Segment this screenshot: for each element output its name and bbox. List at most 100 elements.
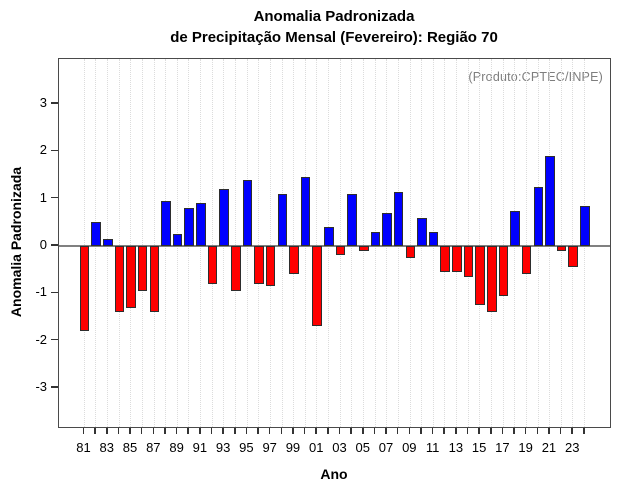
x-axis-tick <box>280 428 283 434</box>
bar <box>393 191 404 246</box>
x-axis-tick-label: 09 <box>402 440 417 455</box>
gridline <box>130 59 132 427</box>
x-axis-tick <box>222 428 224 434</box>
x-axis-tick-label: 21 <box>541 440 557 455</box>
x-axis-tick <box>431 428 434 434</box>
bar <box>289 246 299 275</box>
x-axis-tick <box>478 428 480 434</box>
gridline <box>525 59 527 427</box>
bar <box>91 222 101 246</box>
zero-line <box>59 245 610 247</box>
x-axis-tick-label: 03 <box>332 440 347 455</box>
x-axis-tick <box>152 428 155 434</box>
x-axis-tick-label: 89 <box>169 440 184 455</box>
gridline <box>269 59 271 427</box>
x-axis-tick <box>373 428 376 434</box>
gridline <box>153 59 155 427</box>
x-axis-tick <box>385 428 387 434</box>
x-axis-tick-label: 19 <box>518 440 533 455</box>
y-axis-tick <box>51 196 58 199</box>
chart-title-line1: Anomalia Padronizada <box>253 8 415 25</box>
bar <box>312 246 322 327</box>
x-axis-tick <box>548 428 550 434</box>
bar <box>161 201 171 246</box>
gridline <box>363 59 364 427</box>
x-axis-tick-label: 91 <box>192 440 208 455</box>
x-axis-tick-label: 93 <box>215 440 231 455</box>
bar <box>475 246 485 306</box>
bar <box>580 205 590 246</box>
x-axis-tick <box>443 428 445 434</box>
y-axis-tick <box>51 149 58 152</box>
y-axis-tick-label: -2 <box>35 331 47 347</box>
bar <box>103 238 113 246</box>
x-axis-tick <box>106 428 108 434</box>
bar <box>196 203 206 246</box>
x-axis-tick-label: 11 <box>425 440 440 455</box>
bar <box>114 246 125 313</box>
gridline <box>118 59 120 427</box>
x-axis-tick <box>408 428 411 434</box>
x-axis-tick-label: 87 <box>146 440 161 455</box>
bar <box>231 246 241 291</box>
y-axis-tick-label: 1 <box>39 189 47 205</box>
gridline <box>211 59 213 427</box>
x-axis-tick-label: 97 <box>262 440 277 455</box>
chart-title-line2: de Precipitação Mensal (Fevereiro): Regi… <box>170 29 498 46</box>
x-axis-tick <box>164 428 166 434</box>
x-axis-tick-label: 07 <box>378 440 394 455</box>
x-axis-tick <box>362 428 364 434</box>
x-axis-tick <box>466 428 469 434</box>
x-axis-tick <box>303 428 306 434</box>
bar <box>510 210 520 246</box>
gridline <box>339 59 341 427</box>
x-axis-tick <box>315 428 317 434</box>
y-axis-tick <box>51 102 58 104</box>
y-axis-tick <box>51 244 58 246</box>
gridline <box>235 59 237 427</box>
x-axis-tick <box>455 428 457 434</box>
x-axis-tick-label: 83 <box>99 440 114 455</box>
y-axis-tick-label: -3 <box>35 378 47 394</box>
gridline <box>141 59 143 427</box>
bar <box>184 208 194 246</box>
x-axis-tick <box>140 428 143 434</box>
x-axis-tick-label: 85 <box>122 440 138 455</box>
bar <box>335 246 346 256</box>
gridline <box>409 59 411 427</box>
bar <box>370 231 381 246</box>
bar <box>149 246 160 313</box>
bar <box>417 217 427 246</box>
y-axis-tick-label: 3 <box>39 95 47 110</box>
bar <box>219 189 229 246</box>
chart-title: Anomalia Padronizada de Precipitação Men… <box>58 6 610 48</box>
bar <box>452 246 462 273</box>
bar <box>79 246 90 332</box>
bar <box>277 193 288 246</box>
x-axis-tick <box>350 428 352 434</box>
gridline <box>83 59 85 427</box>
y-axis-tick <box>51 291 58 294</box>
x-axis-tick <box>327 428 329 434</box>
gridline <box>491 59 492 427</box>
x-axis-tick-label: 99 <box>285 440 301 455</box>
bar <box>300 177 311 246</box>
x-axis-tick <box>420 428 422 434</box>
x-axis-tick-label: 13 <box>448 440 464 455</box>
bar <box>568 246 578 268</box>
bar <box>498 246 509 296</box>
x-axis-tick-label: 15 <box>471 440 487 455</box>
x-axis-tick <box>292 428 294 434</box>
gridline <box>444 59 446 427</box>
gridline <box>456 59 458 427</box>
x-axis-tick-label: 95 <box>239 440 254 455</box>
gridline <box>467 59 469 427</box>
x-axis-tick-label: 17 <box>495 440 510 455</box>
bar <box>405 246 416 258</box>
x-axis-tick <box>490 428 492 434</box>
y-axis-tick-label: 0 <box>39 237 47 252</box>
x-axis-tick <box>571 428 573 434</box>
bar <box>265 246 276 287</box>
x-axis-tick <box>501 428 504 434</box>
